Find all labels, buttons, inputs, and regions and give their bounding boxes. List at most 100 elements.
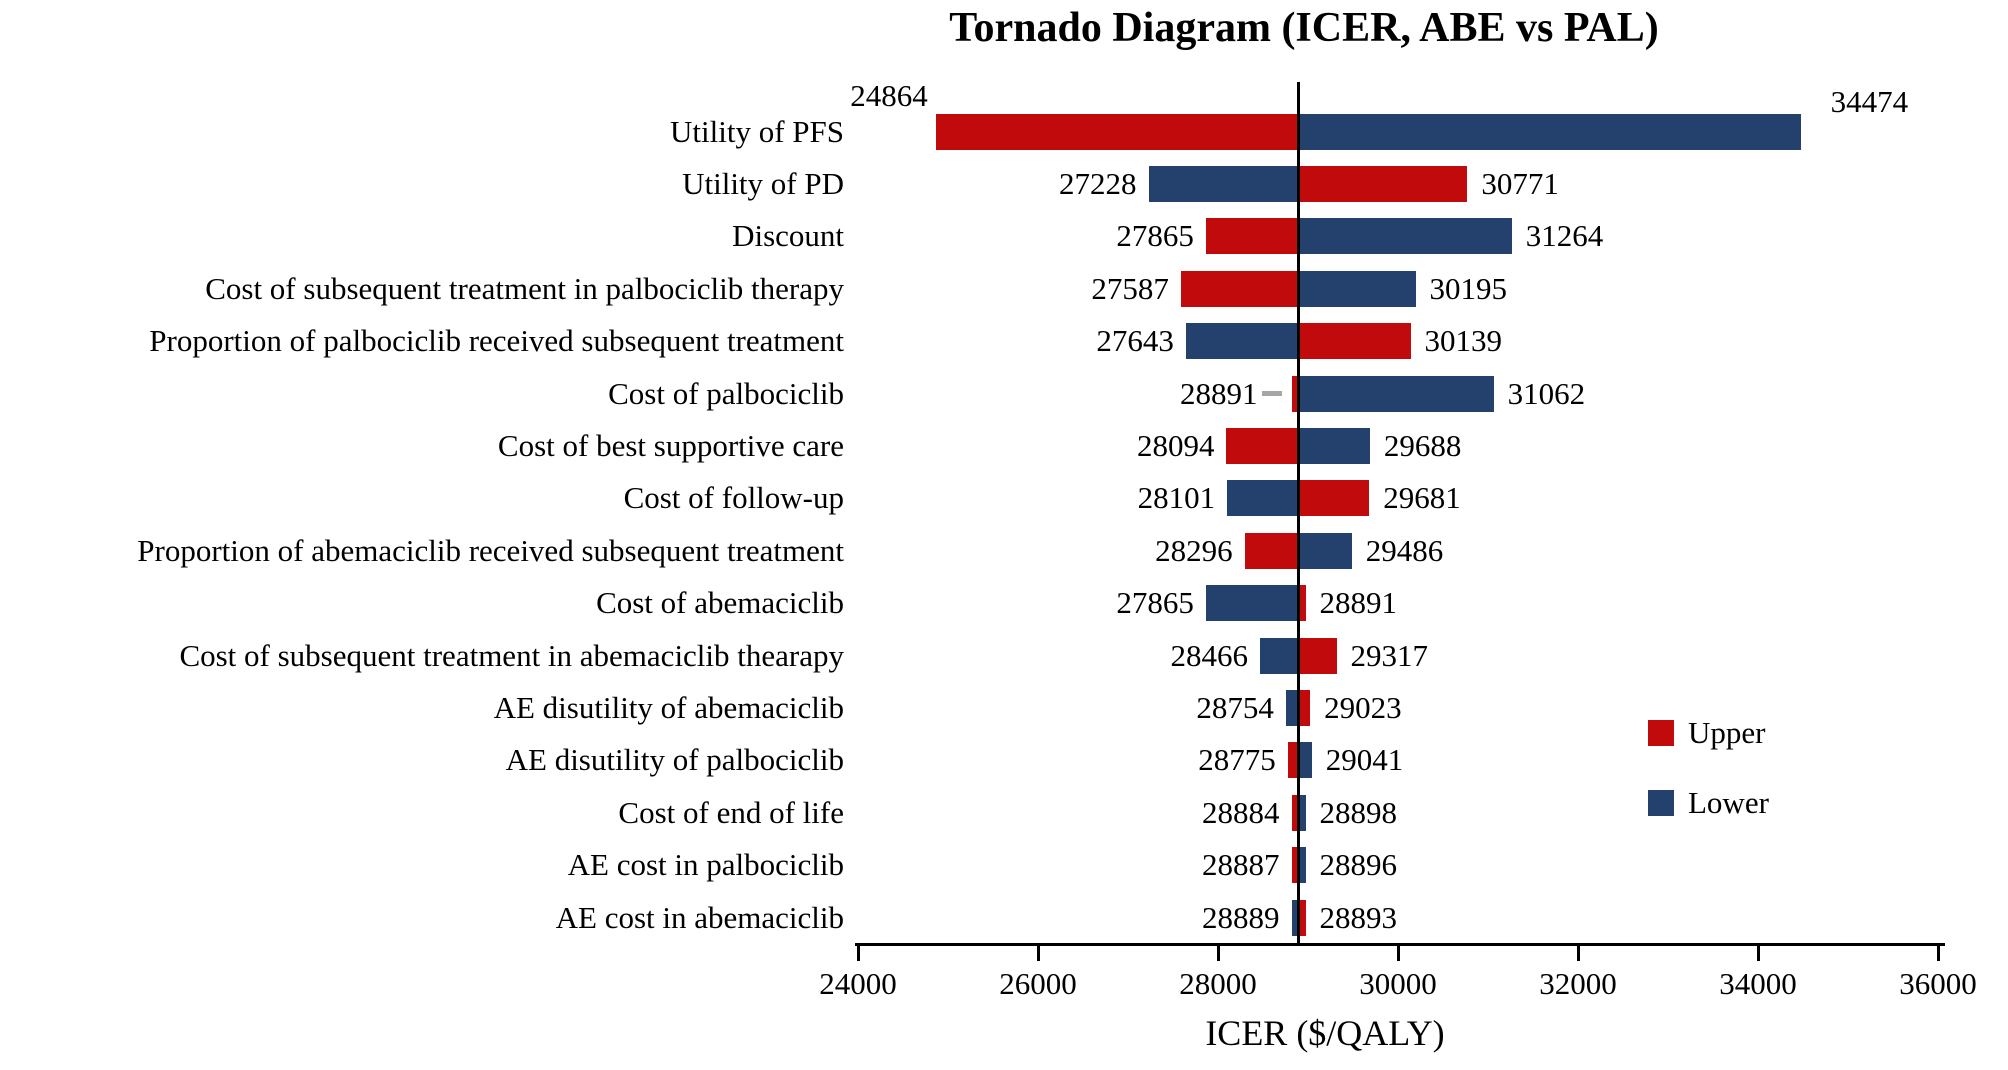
baseline-marker [1297,82,1300,946]
category-label: Cost of palbociclib [608,375,844,411]
bar-lower [1298,270,1416,307]
bar-value-right: 28891 [1319,585,1398,621]
bar-lower [1298,794,1306,831]
axis-tick [1036,946,1040,961]
axis-tick [1396,946,1400,961]
bar-value-right: 28893 [1319,899,1398,935]
category-label: Utility of PFS [670,113,844,149]
category-label: Proportion of abemaciclib received subse… [137,532,844,568]
bar-upper [1291,375,1299,412]
bar-upper [1298,689,1311,726]
category-label: AE cost in palbociclib [567,847,844,883]
bar-value-right: 31264 [1525,218,1604,254]
bar-value-left: 28101 [1137,480,1216,516]
upper-swatch-icon [1648,720,1674,746]
bar-upper [1291,847,1299,884]
category-label: Cost of best supportive care [497,427,844,463]
bar-lower [1205,585,1299,622]
legend-item-upper: Upper [1648,710,1769,756]
category-label: AE disutility of abemaciclib [493,689,844,725]
bar-lower [1259,637,1299,674]
legend-label-upper: Upper [1688,715,1766,750]
bar-value-right: 30139 [1424,323,1503,359]
bar-value-right: 28896 [1319,847,1398,883]
category-label: Cost of subsequent treatment in abemacic… [179,637,844,673]
chart-title: Tornado Diagram (ICER, ABE vs PAL) [949,5,1659,51]
bar-upper [1298,480,1370,517]
category-label: Cost of abemaciclib [596,585,844,621]
x-axis-line [855,943,1945,946]
leader-dash [1261,391,1282,396]
bar-upper [1291,794,1299,831]
bar-upper [1298,323,1411,360]
bar-lower [1298,532,1352,569]
bar-value-right: 30771 [1481,165,1559,201]
axis-tick-label: 26000 [999,966,1077,1001]
bar-value-left: 24864 [850,77,928,113]
bar-upper [1298,165,1468,202]
bar-value-left: 27587 [1091,270,1169,306]
x-axis-label: ICER ($/QALY) [1205,1013,1445,1053]
bar-value-right: 28898 [1319,794,1398,830]
axis-tick-label: 32000 [1539,966,1617,1001]
bar-value-left: 28891 [1180,375,1258,411]
bar-value-right: 34474 [1830,83,1909,119]
bar-upper [1298,899,1306,936]
category-label: AE disutility of palbociclib [505,742,844,778]
bar-lower [1298,427,1370,464]
axis-tick-label: 34000 [1719,966,1797,1001]
bar-value-right: 29041 [1325,742,1404,778]
bar-lower [1298,847,1306,884]
axis-tick [1756,946,1760,961]
axis-tick [856,946,860,961]
category-label: Discount [732,218,844,254]
bar-value-right: 29681 [1383,480,1461,516]
bar-upper [1298,637,1337,674]
category-label: Cost of end of life [618,794,844,830]
category-label: AE cost in abemaciclib [555,899,844,935]
bar-lower [1185,323,1299,360]
bar-lower [1298,742,1312,779]
bar-lower [1298,218,1512,255]
bar-upper [1287,742,1299,779]
bar-value-left: 27643 [1096,323,1174,359]
bar-value-left: 28094 [1136,427,1215,463]
bar-value-right: 31062 [1507,375,1586,411]
bar-value-right: 29486 [1365,532,1444,568]
bar-upper [935,113,1299,150]
bar-value-left: 28889 [1202,899,1280,935]
category-label: Proportion of palbociclib received subse… [149,323,844,359]
bar-value-left: 28754 [1196,689,1274,725]
bar-lower [1285,689,1299,726]
bar-value-left: 27228 [1059,165,1137,201]
bar-upper [1180,270,1299,307]
axis-tick-label: 28000 [1179,966,1257,1001]
bar-upper [1298,585,1306,622]
bar-lower [1227,480,1299,517]
bar-lower [1291,899,1299,936]
bar-value-left: 28887 [1202,847,1280,883]
axis-tick-label: 36000 [1899,966,1977,1001]
bar-lower [1298,375,1494,412]
bar-upper [1244,532,1299,569]
bar-value-left: 27865 [1116,218,1194,254]
bar-value-left: 28466 [1170,637,1248,673]
bar-value-left: 28775 [1198,742,1276,778]
bar-value-left: 27865 [1116,585,1194,621]
axis-tick [1576,946,1580,961]
bar-lower [1298,113,1801,150]
legend-item-lower: Lower [1648,780,1769,826]
legend: Upper Lower [1648,710,1769,850]
category-label: Utility of PD [682,165,844,201]
axis-tick-label: 24000 [819,966,897,1001]
bar-value-left: 28296 [1155,532,1233,568]
bar-value-right: 29688 [1383,427,1462,463]
bar-upper [1226,427,1299,464]
axis-tick [1936,946,1940,961]
axis-tick [1216,946,1220,961]
bar-value-right: 30195 [1429,270,1508,306]
bar-value-right: 29023 [1324,689,1402,725]
bar-upper [1205,218,1299,255]
bar-value-right: 29317 [1350,637,1429,673]
